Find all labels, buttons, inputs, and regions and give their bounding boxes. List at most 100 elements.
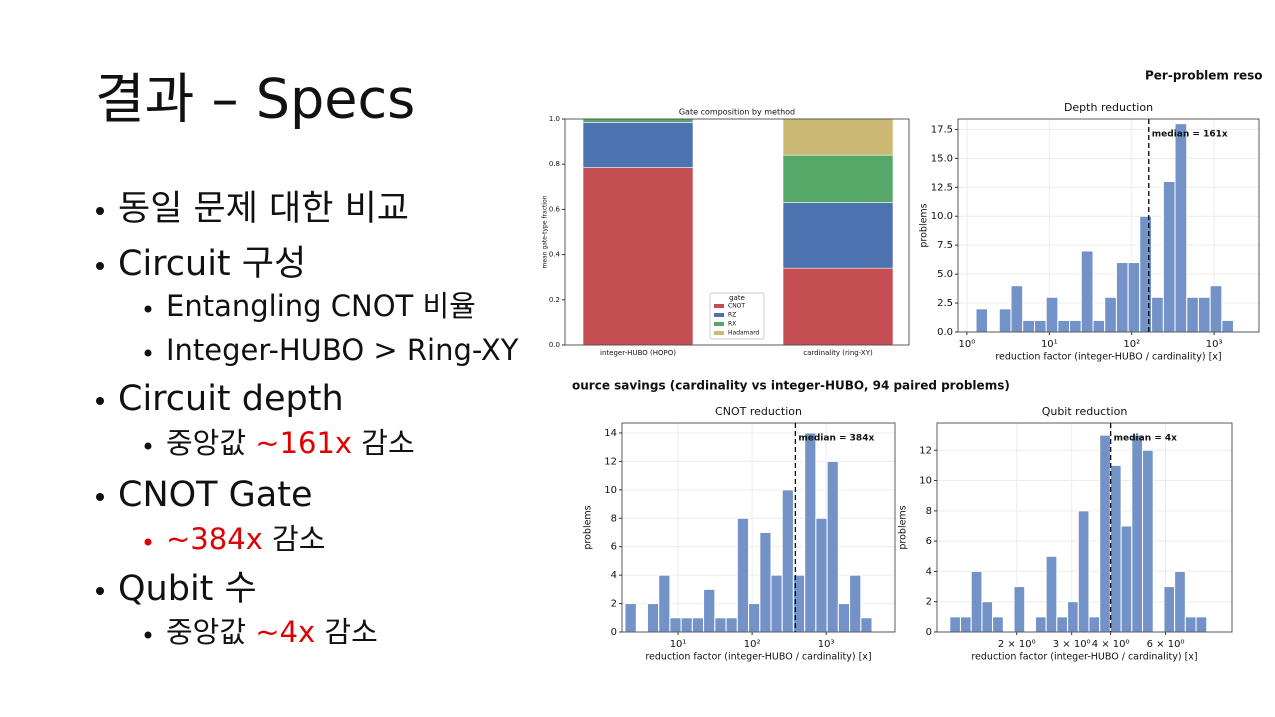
y-tick-label: 7.5 — [937, 240, 953, 251]
bullet — [144, 442, 152, 450]
y-tick-label: 2.5 — [937, 298, 953, 309]
bullet — [96, 397, 104, 405]
y-tick-label: 14 — [604, 428, 617, 439]
y-tick-label: 0.8 — [549, 160, 560, 168]
bullet-text: Qubit 수 — [118, 569, 257, 609]
histogram-bar — [959, 616, 972, 633]
histogram-bar — [1088, 616, 1101, 633]
histogram-bar — [736, 517, 750, 633]
histogram-bar — [1034, 616, 1047, 633]
x-tick-label: 10¹ — [1041, 339, 1058, 350]
legend-label: RZ — [728, 312, 736, 319]
y-tick-label: 10 — [604, 485, 617, 496]
bullet — [144, 305, 152, 313]
y-tick-label: 4 — [611, 570, 617, 581]
x-tick-label: 6 × 10⁰ — [1147, 639, 1185, 650]
y-tick-label: 4 — [926, 566, 932, 577]
figure-caption: ource savings (cardinality vs integer-HU… — [572, 379, 1010, 393]
histogram-bar — [1099, 434, 1111, 633]
chart: 0.0 0.2 0.4 0.6 0.8 1.0 integer-HUBO (HOPO) car… — [542, 108, 910, 357]
x-tick-label: 10² — [744, 639, 761, 650]
histogram-bar — [1131, 434, 1144, 633]
histogram-bar — [826, 460, 839, 633]
text-run: ~161x — [255, 426, 352, 460]
histogram-bar — [949, 616, 961, 633]
histogram-bar — [703, 588, 716, 633]
x-axis-label: reduction factor (integer-HUBO / cardina… — [645, 652, 871, 663]
y-tick-label: 17.5 — [931, 124, 953, 135]
y-tick-label: 1.0 — [549, 115, 560, 123]
y-axis-label: mean gate-type fraction — [542, 195, 549, 268]
bullet-text: ~384x 감소 — [166, 522, 325, 556]
histogram-bar — [1209, 285, 1223, 333]
bullet — [144, 631, 152, 639]
histogram-bar — [1127, 262, 1141, 333]
slide-title: 결과 – Specs — [95, 68, 415, 131]
histogram-bar — [1162, 181, 1176, 333]
y-tick-label: 2 — [611, 599, 617, 610]
y-tick-label: 0.0 — [937, 327, 953, 338]
legend-swatch — [714, 304, 724, 308]
histogram-bar — [1221, 319, 1235, 333]
histogram-bar — [837, 603, 851, 633]
histogram-bar — [1184, 616, 1197, 633]
y-tick-label: 2 — [926, 597, 932, 608]
histogram-bar — [759, 531, 772, 633]
histogram-bar — [1033, 319, 1047, 333]
text-run: 중앙값 — [166, 426, 255, 460]
y-tick-label: 8 — [926, 506, 932, 517]
chart: 0 2 4 6 8 10 12 14 10¹ 10² 10³ median = 384x CNOT re… — [583, 405, 896, 663]
figure-caption: Per-problem reso — [1145, 69, 1263, 83]
bullet-text: 중앙값 ~161x 감소 — [166, 426, 415, 460]
histogram-bar — [1104, 296, 1117, 333]
text-run: 감소 — [263, 522, 326, 556]
histogram-bar — [998, 308, 1012, 333]
chart-title: Depth reduction — [1064, 101, 1153, 114]
bullet-text: Integer-HUBO > Ring-XY — [166, 333, 519, 367]
y-tick-label: 8 — [611, 513, 617, 524]
histogram-bar — [1115, 262, 1129, 333]
bar-segment — [782, 118, 894, 156]
text-run: 감소 — [352, 426, 415, 460]
text-run: 중앙값 — [166, 615, 255, 649]
x-axis-label: reduction factor (integer-HUBO / cardina… — [995, 352, 1221, 363]
histogram-bar — [1080, 250, 1094, 333]
histogram-bar — [770, 574, 783, 633]
histogram-bar — [680, 617, 693, 633]
histogram-bar — [981, 601, 994, 633]
x-tick-label: 10³ — [1206, 339, 1223, 350]
text-run: CNOT Gate — [118, 475, 313, 515]
bar-segment — [582, 118, 694, 123]
legend-title: gate — [729, 294, 745, 302]
x-tick-label: cardinality (ring-XY) — [803, 349, 873, 357]
y-tick-label: 0 — [926, 627, 932, 638]
histogram-bar — [860, 617, 873, 633]
histogram-bar — [975, 308, 989, 333]
x-tick-label: 10¹ — [670, 639, 687, 650]
histogram-bar — [748, 603, 761, 633]
plot-frame — [936, 422, 1233, 633]
plot-frame — [621, 422, 896, 633]
bar-segment — [582, 167, 694, 346]
histogram-bar — [1067, 601, 1079, 633]
bullet-text: Circuit depth — [118, 379, 344, 419]
y-tick-label: 6 — [611, 542, 617, 553]
x-tick-label: 10² — [1123, 339, 1140, 350]
histogram-bar — [1195, 616, 1208, 633]
histogram-bar — [849, 574, 862, 633]
text-run: 동일 문제 대한 비교 — [118, 189, 409, 229]
histogram-bar — [1174, 570, 1186, 633]
x-tick-label: 4 × 10⁰ — [1092, 639, 1130, 650]
y-tick-label: 12.5 — [931, 182, 953, 193]
bar-segment — [782, 154, 894, 203]
chart-title: CNOT reduction — [715, 405, 802, 418]
histogram-bar — [646, 603, 660, 633]
legend-swatch — [714, 322, 724, 326]
bullet — [96, 262, 104, 270]
chart: 0.0 2.5 5.0 7.5 10.0 12.5 15.0 17.5 10⁰ 10¹ 10² 10³… — [919, 101, 1260, 363]
median-label: median = 161x — [1152, 130, 1228, 140]
x-tick-label: 10³ — [818, 639, 835, 650]
histogram-bar — [1045, 296, 1059, 333]
y-axis-label: problems — [898, 505, 909, 549]
legend-label: CNOT — [728, 303, 745, 310]
